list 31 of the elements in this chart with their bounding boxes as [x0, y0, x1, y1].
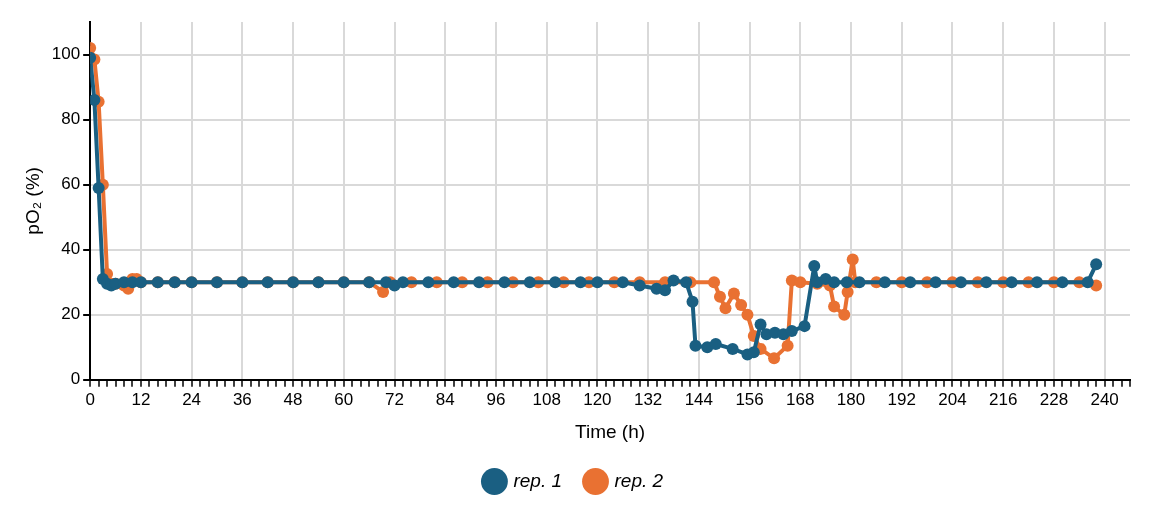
y-tick-label: 0	[70, 369, 81, 389]
y-tick-label: 20	[61, 304, 81, 324]
y-axis-title: pO₂ (%)	[21, 167, 43, 235]
x-tick-label: 84	[435, 389, 455, 409]
x-tick-label: 240	[1090, 389, 1119, 409]
x-tick-label: 96	[486, 389, 506, 409]
x-tick-label: 216	[989, 389, 1018, 409]
x-tick-label: 192	[887, 389, 916, 409]
x-tick-label: 204	[938, 389, 967, 409]
x-tick-label: 180	[836, 389, 866, 409]
x-tick-label: 72	[385, 389, 404, 409]
y-tick-label: 100	[51, 44, 81, 64]
x-tick-label: 144	[684, 389, 714, 409]
x-tick-label: 48	[283, 389, 303, 409]
x-tick-label: 108	[532, 389, 561, 409]
y-tick-label: 60	[61, 174, 81, 194]
y-tick-label: 40	[61, 239, 81, 259]
legend-label: rep. 1	[513, 469, 563, 491]
x-tick-label: 12	[131, 389, 151, 409]
x-tick-label: 228	[1039, 389, 1069, 409]
x-tick-label: 36	[232, 389, 252, 409]
x-tick-label: 156	[735, 389, 764, 409]
x-tick-label: 24	[182, 389, 202, 409]
x-tick-label: 120	[583, 389, 612, 409]
x-tick-label: 132	[633, 389, 663, 409]
y-tick-label: 80	[61, 109, 81, 129]
x-tick-label: 168	[786, 389, 815, 409]
x-tick-label: 0	[85, 389, 95, 409]
x-axis-title: Time (h)	[575, 420, 646, 442]
x-tick-label: 60	[334, 389, 354, 409]
legend-label: rep. 2	[614, 469, 664, 491]
